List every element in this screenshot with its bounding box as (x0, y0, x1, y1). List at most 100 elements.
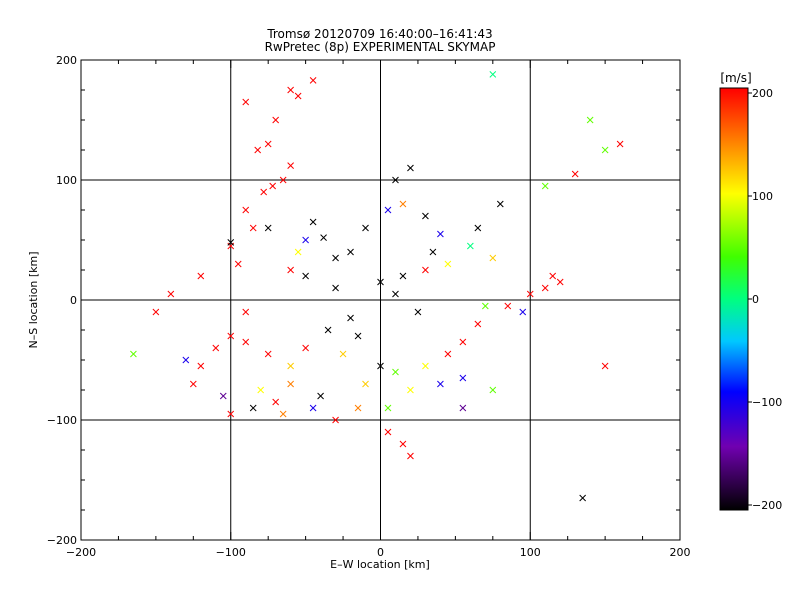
data-point (182, 356, 190, 364)
data-point (279, 410, 287, 418)
colorbar-tick-label: 200 (752, 87, 773, 100)
data-point (354, 332, 362, 340)
x-tick-label: 0 (377, 546, 384, 559)
data-point (474, 320, 482, 328)
data-point (496, 200, 504, 208)
data-point (197, 272, 205, 280)
data-point (422, 266, 429, 274)
data-point (320, 234, 327, 241)
data-point (219, 392, 227, 400)
data-point (519, 308, 527, 316)
data-point (167, 290, 175, 298)
data-point (466, 242, 474, 250)
data-point (269, 182, 277, 190)
colorbar-tick-label: 100 (752, 190, 773, 203)
data-point (556, 278, 564, 286)
data-point (339, 350, 347, 358)
data-point (242, 308, 250, 316)
data-point (294, 92, 302, 100)
data-point (384, 428, 392, 436)
data-point (317, 392, 324, 400)
data-point (212, 344, 220, 352)
data-point (332, 284, 339, 292)
data-point (242, 206, 250, 214)
data-point (541, 284, 549, 292)
data-point (444, 260, 452, 268)
data-point (152, 308, 160, 316)
data-point (130, 350, 137, 358)
data-point (489, 71, 497, 78)
data-point (541, 182, 549, 190)
data-point (601, 146, 609, 154)
data-point (407, 164, 414, 172)
data-point (362, 224, 369, 232)
data-point (264, 140, 272, 148)
data-point (287, 362, 295, 370)
data-point (414, 308, 422, 316)
data-point (407, 386, 414, 394)
data-point (287, 266, 295, 274)
data-point (254, 146, 262, 154)
data-point (377, 362, 384, 370)
data-point (474, 224, 482, 232)
data-point (347, 248, 354, 256)
data-point (489, 254, 497, 262)
data-point (309, 404, 317, 412)
data-point (444, 350, 452, 358)
data-point (234, 260, 242, 268)
data-point (489, 386, 497, 394)
data-point (260, 188, 268, 196)
data-point (249, 404, 257, 412)
data-point (227, 410, 235, 418)
data-point (481, 302, 489, 310)
colorbar-ticks: 200 100 0 −100 −200 (748, 87, 782, 512)
data-point (392, 368, 399, 376)
data-point (332, 254, 339, 262)
data-point (459, 374, 467, 382)
y-tick-label: −200 (47, 534, 77, 547)
data-point (437, 380, 444, 388)
data-point (347, 314, 354, 322)
data-point (571, 170, 579, 178)
data-point (189, 380, 197, 388)
data-point (399, 440, 407, 448)
data-point (257, 386, 265, 394)
x-tick-label: −100 (216, 546, 246, 559)
data-point (264, 350, 272, 358)
data-point (272, 116, 280, 124)
data-points (130, 71, 624, 502)
data-point (227, 239, 235, 246)
data-point (302, 272, 309, 280)
y-tick-label: −100 (47, 414, 77, 427)
colorbar-label: [m/s] (720, 71, 751, 85)
data-point (392, 176, 399, 184)
x-tick-label: 200 (670, 546, 691, 559)
data-point (399, 272, 407, 280)
data-point (549, 272, 557, 280)
data-point (197, 362, 205, 370)
y-axis-label: N–S location [km] (27, 251, 40, 348)
data-point (526, 290, 534, 298)
data-point (309, 77, 317, 84)
data-point (384, 206, 392, 214)
data-point (459, 404, 467, 412)
data-point (459, 338, 467, 346)
data-point (362, 380, 369, 388)
data-point (429, 248, 437, 256)
data-point (437, 230, 444, 238)
data-point (287, 162, 295, 169)
x-tick-label: −200 (66, 546, 96, 559)
colorbar (719, 87, 749, 511)
colorbar-tick-label: 0 (752, 293, 759, 306)
data-point (586, 116, 594, 124)
data-point (616, 140, 624, 148)
data-point (309, 218, 317, 226)
data-point (324, 326, 332, 334)
data-point (354, 404, 362, 412)
data-point (272, 398, 280, 406)
data-point (384, 404, 392, 412)
chart-subtitle: RwPretec (8p) EXPERIMENTAL SKYMAP (265, 40, 496, 54)
data-point (407, 452, 414, 460)
data-point (601, 362, 609, 370)
